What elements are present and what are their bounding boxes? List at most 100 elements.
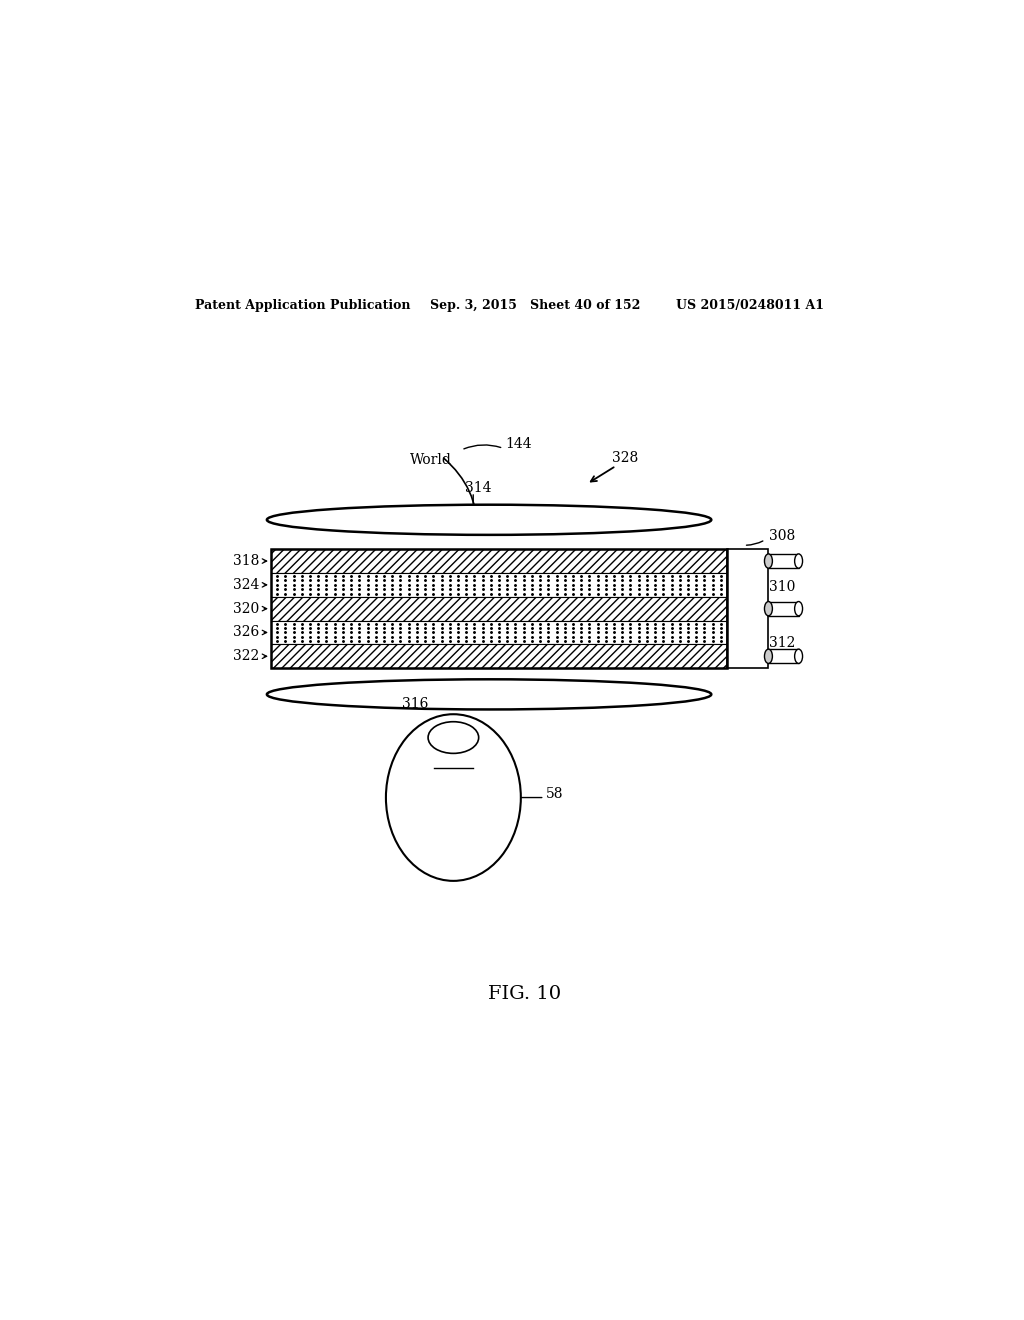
Point: [318, 565, 335, 586]
Point: [417, 565, 433, 586]
Point: [327, 578, 343, 599]
Point: [573, 614, 590, 635]
Point: [490, 583, 507, 605]
Ellipse shape: [795, 602, 803, 616]
Point: [392, 574, 409, 595]
Point: [384, 565, 400, 586]
Point: [614, 626, 631, 647]
Point: [392, 583, 409, 605]
Point: [286, 565, 302, 586]
Ellipse shape: [386, 714, 521, 880]
Point: [409, 626, 425, 647]
Point: [540, 578, 556, 599]
Point: [507, 565, 523, 586]
Point: [474, 583, 490, 605]
Point: [598, 578, 614, 599]
Point: [531, 626, 548, 647]
Point: [294, 631, 310, 652]
Point: [590, 578, 606, 599]
Point: [368, 583, 384, 605]
Point: [302, 583, 318, 605]
Point: [573, 631, 590, 652]
Point: [696, 574, 713, 595]
Point: [647, 570, 664, 591]
Point: [294, 618, 310, 639]
Point: [614, 614, 631, 635]
Point: [573, 626, 590, 647]
Point: [573, 583, 590, 605]
Point: [639, 622, 655, 643]
Point: [705, 583, 721, 605]
Text: 58: 58: [546, 787, 564, 800]
Point: [318, 570, 335, 591]
Point: [482, 631, 499, 652]
Point: [318, 578, 335, 599]
Point: [582, 578, 598, 599]
Point: [482, 618, 499, 639]
Point: [565, 618, 582, 639]
Point: [499, 614, 515, 635]
Point: [582, 574, 598, 595]
Point: [392, 622, 409, 643]
Point: [672, 614, 688, 635]
Point: [598, 614, 614, 635]
Point: [499, 583, 515, 605]
Point: [598, 570, 614, 591]
Point: [705, 618, 721, 639]
Ellipse shape: [765, 554, 772, 568]
Point: [631, 622, 647, 643]
Point: [302, 618, 318, 639]
Point: [623, 578, 639, 599]
Point: [507, 622, 523, 643]
Point: [705, 565, 721, 586]
Point: [384, 626, 400, 647]
Point: [688, 578, 705, 599]
Point: [655, 570, 672, 591]
Point: [474, 578, 490, 599]
Point: [278, 626, 294, 647]
Point: [582, 583, 598, 605]
Point: [556, 574, 572, 595]
Point: [417, 614, 433, 635]
Point: [318, 583, 335, 605]
Point: [441, 622, 458, 643]
Point: [474, 570, 490, 591]
Point: [392, 570, 409, 591]
Point: [318, 622, 335, 643]
Point: [286, 578, 302, 599]
Point: [409, 618, 425, 639]
Point: [573, 578, 590, 599]
Point: [310, 574, 327, 595]
Point: [384, 578, 400, 599]
Point: [606, 622, 623, 643]
Point: [359, 565, 376, 586]
Point: [278, 578, 294, 599]
Point: [515, 565, 531, 586]
Point: [540, 583, 556, 605]
Point: [688, 618, 705, 639]
Point: [647, 565, 664, 586]
Point: [368, 570, 384, 591]
Point: [441, 574, 458, 595]
Point: [318, 614, 335, 635]
Point: [458, 583, 474, 605]
Point: [672, 618, 688, 639]
Point: [441, 570, 458, 591]
Point: [490, 578, 507, 599]
Point: [499, 622, 515, 643]
Point: [655, 578, 672, 599]
Point: [647, 618, 664, 639]
Point: [680, 565, 696, 586]
Point: [351, 618, 368, 639]
Point: [582, 626, 598, 647]
Point: [680, 626, 696, 647]
Point: [441, 626, 458, 647]
Point: [623, 565, 639, 586]
Point: [417, 583, 433, 605]
Point: [433, 622, 450, 643]
Point: [507, 583, 523, 605]
Point: [392, 578, 409, 599]
Point: [474, 565, 490, 586]
Point: [540, 570, 556, 591]
Point: [631, 583, 647, 605]
